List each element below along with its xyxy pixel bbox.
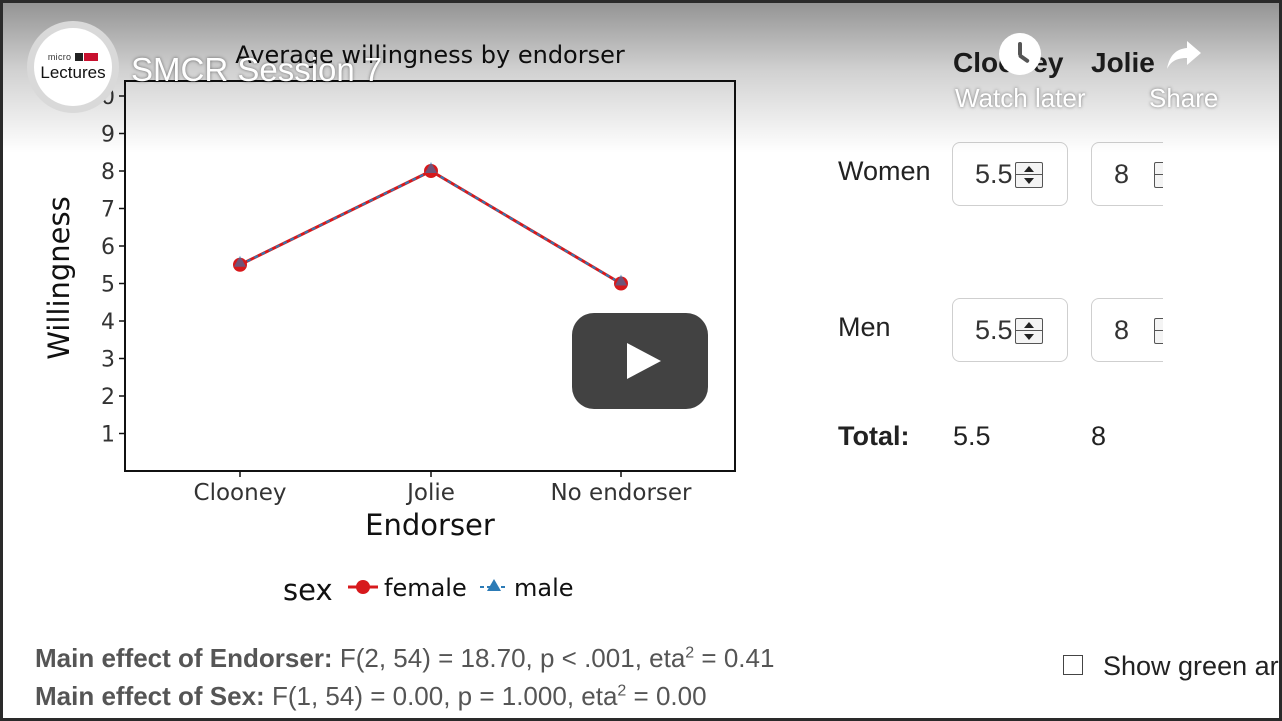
women-clooney-value: 5.5 (975, 159, 1013, 189)
watch-later-label: Watch later (955, 83, 1086, 113)
legend-label-female: female (384, 574, 467, 602)
row-label-women: Women (838, 156, 931, 186)
stepper-arrows-icon[interactable] (1015, 162, 1043, 188)
men-jolie-clip: 8 (1089, 298, 1163, 364)
stats-sex-text: F(1, 54) = 0.00, p = 1.000, eta (271, 681, 618, 711)
y-tick-label: 2 (101, 385, 115, 410)
stats-endorser-label: Main effect of Endorser: (35, 643, 333, 673)
watch-later-button[interactable]: Watch later (955, 33, 1086, 114)
stats-endorser-sup: 2 (685, 644, 695, 662)
channel-logo: micro Lectures (34, 28, 112, 106)
y-tick-label: 4 (101, 310, 115, 335)
legend-marker-male (487, 579, 501, 591)
x-axis-label: Endorser (365, 508, 495, 542)
share-button[interactable]: Share (1149, 33, 1218, 114)
men-jolie-input[interactable]: 8 (1091, 298, 1163, 362)
women-clooney-input[interactable]: 5.5 (952, 142, 1068, 206)
column-header-jolie: Jolie (1091, 47, 1155, 78)
women-jolie-input[interactable]: 8 (1091, 142, 1163, 206)
y-tick-label: 9 (101, 123, 115, 148)
stats-endorser-text: F(2, 54) = 18.70, p < .001, eta (339, 643, 686, 673)
x-tick-label: No endorser (550, 480, 692, 506)
y-tick-label: 5 (101, 273, 115, 298)
y-tick-label: 6 (101, 235, 115, 260)
total-clooney: 5.5 (953, 421, 991, 451)
y-tick-label: 7 (101, 198, 115, 223)
legend-label-male: male (514, 574, 574, 602)
show-green-checkbox-label: Show green ar (1103, 651, 1279, 681)
stats-endorser: Main effect of Endorser: F(2, 54) = 18.7… (35, 643, 774, 674)
data-point-male (425, 162, 437, 173)
video-player[interactable]: Average willingness by endorser 1 2 3 4 5 6 7 8 9… (3, 3, 1279, 718)
logo-small-text: micro (48, 52, 99, 62)
total-jolie: 8 (1091, 421, 1107, 451)
plot-panel (124, 80, 736, 472)
x-tick-label: Clooney (194, 480, 287, 506)
y-tick-label: 3 (101, 348, 115, 373)
men-jolie-value: 8 (1114, 315, 1130, 345)
men-clooney-value: 5.5 (975, 315, 1013, 345)
x-tick-label: Jolie (405, 480, 455, 506)
logo-main-text: Lectures (40, 62, 106, 82)
line-chart: Average willingness by endorser 1 2 3 4 5 6 7 8 9… (42, 41, 736, 607)
clock-icon (999, 33, 1042, 75)
total-label: Total: (838, 421, 910, 451)
women-jolie-value: 8 (1114, 159, 1130, 189)
share-arrow-icon (1166, 41, 1201, 69)
legend-marker-female (356, 580, 370, 594)
stats-sex-label: Main effect of Sex: (35, 681, 265, 711)
stepper-arrows-icon[interactable] (1015, 318, 1043, 344)
chart-title: Average willingness by endorser (235, 41, 625, 69)
stats-endorser-tail: = 0.41 (694, 643, 775, 673)
row-label-men: Men (838, 312, 891, 342)
play-button[interactable] (572, 313, 708, 409)
video-title[interactable]: SMCR Session 7 (131, 51, 383, 88)
y-tick-label: 1 (101, 423, 115, 448)
data-point-male (234, 255, 246, 267)
stepper-arrows-icon[interactable] (1154, 162, 1163, 188)
channel-avatar[interactable]: micro Lectures (27, 21, 119, 113)
share-label: Share (1149, 83, 1219, 113)
legend-title: sex (283, 573, 333, 607)
women-jolie-clip: 8 (1089, 142, 1163, 208)
show-green-checkbox[interactable] (1063, 655, 1083, 675)
y-axis-label: Willingness (42, 196, 76, 360)
men-clooney-input[interactable]: 5.5 (952, 298, 1068, 362)
stats-sex-sup: 2 (617, 682, 627, 700)
stats-sex-tail: = 0.00 (626, 681, 707, 711)
data-point-male (615, 274, 627, 286)
stats-sex: Main effect of Sex: F(1, 54) = 0.00, p =… (35, 681, 707, 712)
y-tick-label: 8 (101, 160, 115, 185)
stepper-arrows-icon[interactable] (1154, 318, 1163, 344)
play-icon (627, 343, 661, 379)
